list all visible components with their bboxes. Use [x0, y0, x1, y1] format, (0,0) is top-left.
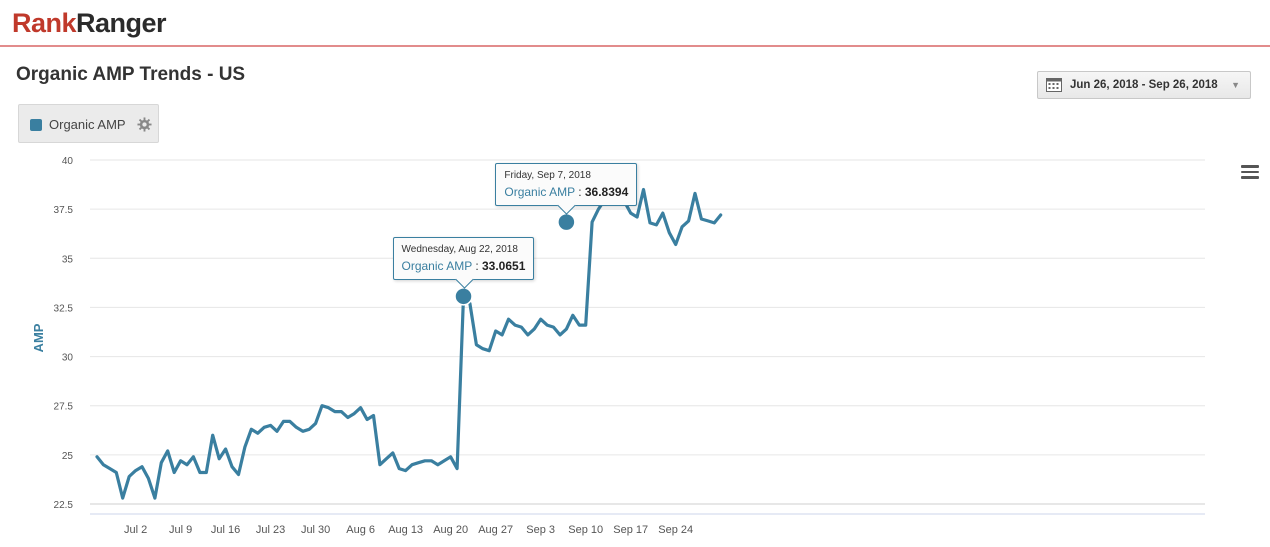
y-tick-label: 22.5 [54, 500, 74, 511]
y-tick-label: 32.5 [54, 303, 74, 314]
tooltip-series: Organic AMP [401, 259, 472, 274]
x-tick-label: Sep 17 [613, 524, 648, 536]
tooltip-series: Organic AMP [504, 185, 575, 200]
logo-text-ranger: Ranger [76, 8, 167, 38]
tooltip-date: Wednesday, Aug 22, 2018 [401, 244, 518, 256]
y-axis-ticks: 22.5 25 27.5 30 32.5 35 37.5 40 [54, 156, 74, 511]
y-tick-label: 25 [62, 451, 74, 462]
tooltip-date: Friday, Sep 7, 2018 [504, 170, 591, 182]
y-tick-label: 37.5 [54, 205, 74, 216]
logo-text-rank: Rank [12, 8, 77, 38]
x-tick-label: Sep 3 [526, 524, 555, 536]
y-tick-label: 35 [62, 254, 74, 265]
calendar-icon [1046, 78, 1062, 95]
series-organic-amp [95, 187, 723, 500]
y-tick-label: 27.5 [54, 402, 74, 413]
x-tick-label: Aug 13 [388, 524, 423, 536]
x-tick-label: Jul 30 [301, 524, 330, 536]
tooltip-value: 33.0651 [482, 259, 526, 274]
series-line-organic-amp [95, 187, 723, 500]
highlighted-point[interactable] [557, 212, 576, 232]
x-tick-label: Sep 10 [568, 524, 603, 536]
gear-icon[interactable] [137, 117, 152, 137]
y-tick-label: 30 [62, 353, 74, 364]
x-tick-label: Jul 23 [256, 524, 285, 536]
date-range-label: Jun 26, 2018 - Sep 26, 2018 [1070, 79, 1218, 91]
top-bar: RankRanger [0, 0, 1270, 47]
x-tick-label: Jul 9 [169, 524, 192, 536]
date-range-picker[interactable]: Jun 26, 2018 - Sep 26, 2018 ▼ [1037, 71, 1251, 99]
y-tick-label: 40 [62, 156, 74, 167]
legend-swatch [30, 119, 42, 131]
highlighted-point[interactable] [454, 287, 473, 306]
x-tick-label: Aug 20 [433, 524, 468, 536]
x-tick-label: Jul 16 [211, 524, 240, 536]
legend-item-organic-amp[interactable]: Organic AMP [18, 104, 159, 143]
tooltip-sep-7: Friday, Sep 7, 2018 Organic AMP : 36.839… [495, 163, 638, 215]
tooltip-separator: : [574, 185, 585, 200]
x-tick-label: Sep 24 [658, 524, 693, 536]
legend-label: Organic AMP [49, 117, 126, 132]
tooltip-separator: : [471, 259, 482, 274]
y-axis-label: AMP [31, 323, 46, 352]
x-axis-ticks: Jul 2 Jul 9 Jul 16 Jul 23 Jul 30 Aug 6 Aug 13 A… [124, 524, 693, 536]
page-title: Organic AMP Trends - US [16, 64, 246, 85]
rankranger-logo[interactable]: RankRanger [12, 8, 167, 39]
hamburger-menu-icon[interactable] [1241, 165, 1259, 179]
x-tick-label: Aug 27 [478, 524, 513, 536]
x-tick-label: Aug 6 [346, 524, 375, 536]
tooltip-aug-22: Wednesday, Aug 22, 2018 Organic AMP : 33… [392, 237, 535, 290]
highlighted-markers [454, 212, 576, 306]
x-tick-label: Jul 2 [124, 524, 147, 536]
chevron-down-icon: ▼ [1231, 80, 1240, 90]
tooltip-value: 36.8394 [584, 185, 629, 200]
